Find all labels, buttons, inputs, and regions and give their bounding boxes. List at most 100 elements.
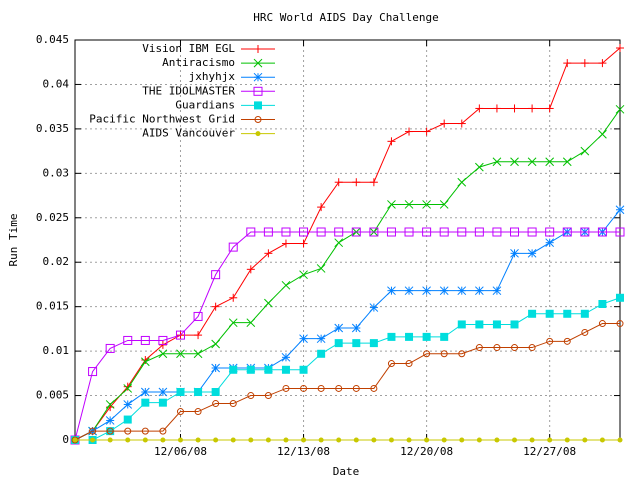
point [300, 384, 308, 392]
marker-stroke [439, 200, 449, 209]
marker-stroke [510, 157, 519, 167]
point [369, 227, 379, 237]
x-axis-label: Date [333, 465, 360, 478]
point [510, 104, 519, 113]
marker-shape [510, 320, 519, 329]
marker-shape [440, 350, 448, 358]
marker-shape [581, 328, 589, 336]
marker-shape [547, 437, 553, 443]
point [616, 44, 624, 52]
point [441, 437, 447, 443]
marker-shape [301, 437, 307, 443]
point [404, 227, 414, 237]
point [475, 320, 484, 329]
marker-stroke [264, 298, 273, 308]
marker-shape [194, 388, 203, 396]
marker-shape [494, 437, 500, 443]
legend-label: Pacific Northwest Grid [89, 113, 235, 126]
marker-shape [459, 437, 465, 443]
point [159, 427, 167, 435]
point [599, 437, 605, 443]
marker-shape [318, 437, 324, 443]
marker-stroke [457, 177, 467, 187]
y-tick-label: 0.01 [43, 344, 70, 357]
marker-stroke [193, 349, 203, 359]
point [334, 323, 344, 333]
y-tick-label: 0.035 [36, 122, 69, 135]
y-tick-label: 0.04 [43, 77, 70, 90]
point [352, 384, 360, 392]
marker-shape [253, 86, 263, 96]
point [422, 227, 432, 237]
point [580, 59, 589, 68]
point [387, 332, 396, 341]
point [510, 320, 519, 329]
marker-shape [546, 337, 554, 345]
point [281, 227, 291, 237]
marker-shape [265, 437, 271, 443]
point [158, 387, 168, 397]
marker-shape [371, 437, 377, 443]
point [351, 227, 361, 237]
marker-shape [105, 343, 115, 353]
marker-stroke [158, 349, 168, 359]
point [334, 238, 344, 248]
marker-shape [527, 227, 537, 237]
marker-shape [317, 384, 325, 392]
marker-stroke [422, 286, 431, 296]
marker-stroke [387, 286, 396, 296]
point [580, 146, 590, 156]
point [615, 205, 625, 215]
marker-shape [475, 320, 484, 329]
point [424, 437, 430, 443]
marker-stroke [316, 264, 326, 273]
point [246, 227, 256, 237]
point [246, 365, 255, 374]
marker-stroke [387, 200, 396, 209]
point [160, 437, 166, 443]
legend-label: Guardians [175, 98, 235, 111]
marker-shape [492, 320, 501, 329]
marker-stroke [545, 157, 555, 167]
marker-shape [247, 392, 255, 400]
point [195, 437, 201, 443]
marker-shape [255, 131, 261, 137]
marker-shape [440, 332, 449, 341]
point [598, 59, 607, 68]
point [317, 384, 325, 392]
marker-shape [511, 344, 519, 352]
point [264, 298, 273, 308]
chart-title: HRC World AIDS Day Challenge [253, 11, 438, 24]
legend-marker [254, 116, 262, 123]
point [229, 400, 237, 408]
marker-shape [72, 437, 78, 443]
marker-shape [493, 344, 501, 352]
point [422, 286, 431, 296]
marker-shape [194, 408, 202, 416]
marker-shape [352, 339, 361, 348]
marker-stroke [211, 363, 220, 373]
point [440, 350, 448, 358]
marker-stroke [299, 334, 308, 344]
marker-stroke [253, 72, 263, 82]
point [158, 349, 168, 359]
point [439, 227, 449, 237]
point [547, 437, 553, 443]
y-tick-label: 0.025 [36, 211, 69, 224]
series-line [74, 323, 620, 441]
point [229, 293, 238, 302]
marker-shape [213, 437, 219, 443]
point [158, 398, 167, 407]
marker-shape [264, 365, 273, 374]
series-line [74, 209, 621, 441]
point [615, 227, 625, 237]
marker-shape [123, 415, 132, 424]
point [615, 104, 625, 114]
marker-shape [282, 384, 290, 392]
legend-label: Vision IBM EGL [142, 42, 235, 55]
marker-shape [281, 365, 290, 374]
point [299, 239, 308, 248]
point [140, 387, 150, 397]
marker-stroke [334, 323, 344, 333]
point [545, 157, 555, 167]
